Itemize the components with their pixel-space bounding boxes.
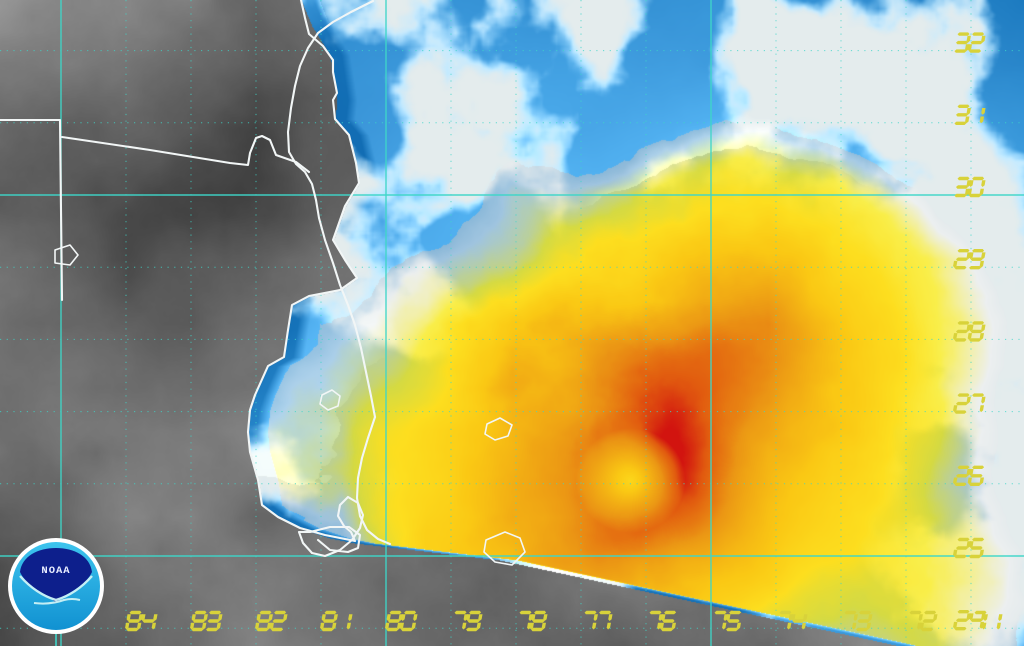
svg-text:NOAA: NOAA xyxy=(41,565,70,577)
